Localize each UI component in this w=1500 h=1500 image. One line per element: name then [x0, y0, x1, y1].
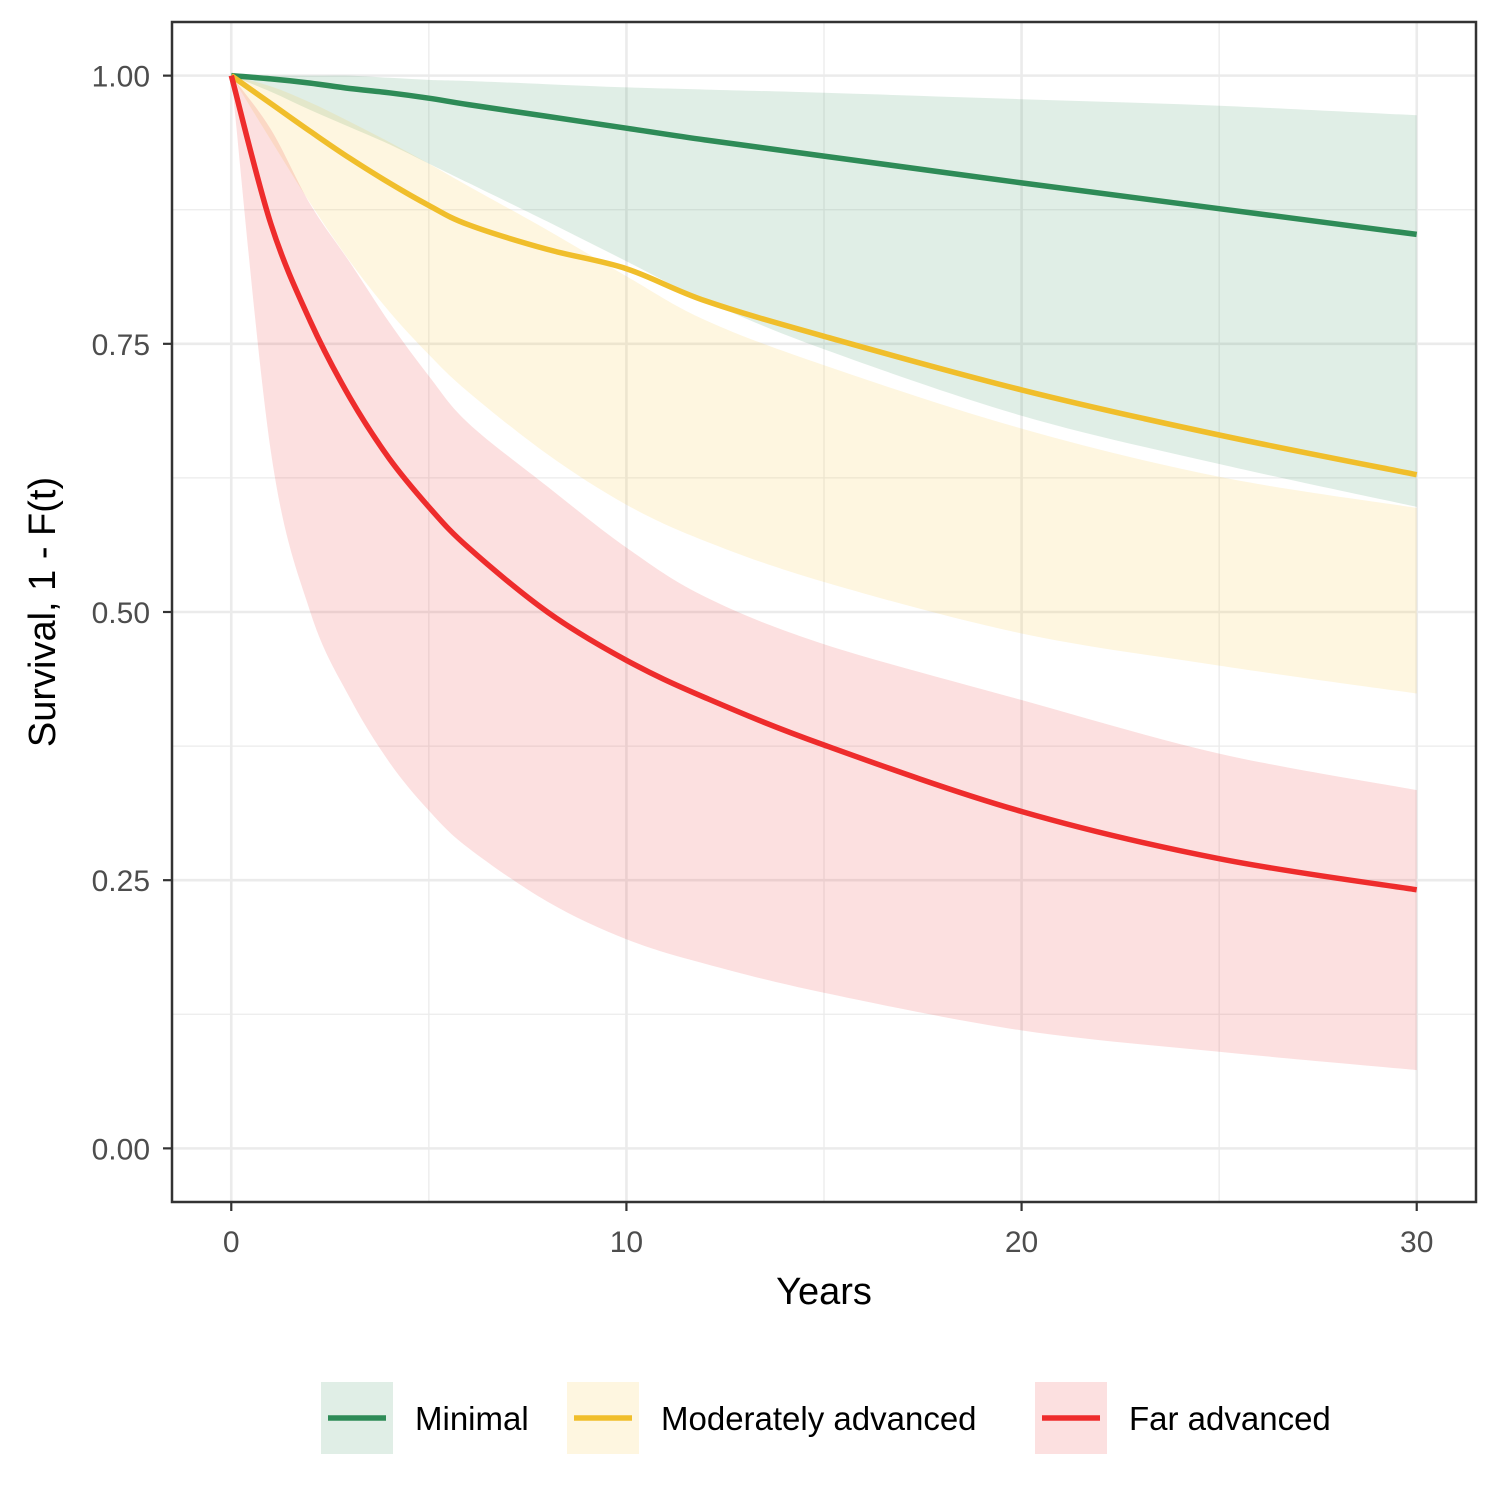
- legend-label: Moderately advanced: [661, 1400, 977, 1437]
- legend: Minimal Moderately advanced Far advanced: [321, 1382, 1331, 1454]
- x-tick-label: 20: [1005, 1226, 1038, 1259]
- legend-key-minimal: [321, 1382, 393, 1454]
- line-minimal: [231, 72, 1418, 238]
- legend-label: Minimal: [415, 1400, 529, 1437]
- x-tick-label: 10: [610, 1226, 643, 1259]
- y-tick-label: 0.00: [92, 1133, 150, 1166]
- band-moderately-advanced: [231, 75, 1417, 694]
- x-tick-label: 30: [1400, 1226, 1433, 1259]
- line-moderately-advanced: [229, 73, 1418, 478]
- confidence-bands: [231, 75, 1417, 1071]
- band-far-advanced: [231, 75, 1417, 1071]
- legend-label: Far advanced: [1129, 1400, 1331, 1437]
- x-axis: 0 10 20 30: [223, 1202, 1433, 1259]
- grid-major: [172, 22, 1476, 1202]
- x-tick-label: 0: [223, 1226, 240, 1259]
- legend-key-moderately-advanced: [567, 1382, 639, 1454]
- legend-key-far-advanced: [1035, 1382, 1107, 1454]
- y-axis-title: Survival, 1 - F(t): [22, 477, 64, 747]
- y-axis: 0.00 0.25 0.50 0.75 1.00: [92, 61, 172, 1166]
- line-far-advanced: [228, 74, 1418, 893]
- y-tick-label: 1.00: [92, 61, 150, 94]
- survival-lines: [228, 72, 1418, 893]
- band-minimal: [231, 75, 1417, 507]
- y-tick-label: 0.50: [92, 597, 150, 630]
- y-tick-label: 0.75: [92, 329, 150, 362]
- y-tick-label: 0.25: [92, 865, 150, 898]
- x-axis-title: Years: [776, 1271, 872, 1313]
